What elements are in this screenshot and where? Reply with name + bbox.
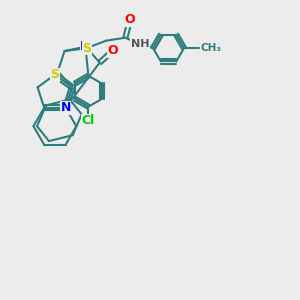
Text: Cl: Cl — [82, 114, 95, 127]
Text: N: N — [80, 40, 91, 53]
Text: O: O — [124, 14, 135, 26]
Text: NH: NH — [131, 39, 149, 49]
Text: N: N — [60, 101, 71, 114]
Text: O: O — [108, 44, 118, 57]
Text: CH₃: CH₃ — [200, 43, 221, 53]
Text: S: S — [50, 68, 59, 81]
Text: S: S — [82, 42, 91, 55]
